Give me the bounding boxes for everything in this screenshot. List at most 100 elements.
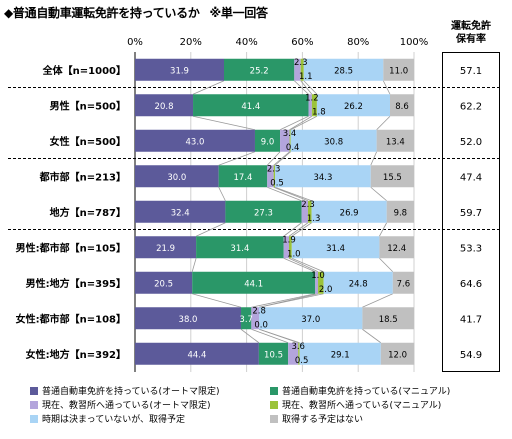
bar-segment <box>294 58 301 81</box>
legend-item: 普通自動車免許を持っている(マニュアル) <box>270 384 450 397</box>
data-label: 26.2 <box>344 102 363 112</box>
data-label: 2.3 <box>294 58 308 68</box>
legend-item: 時期は決まっていないが、取得予定 <box>30 412 185 425</box>
connector-line <box>266 151 281 166</box>
bar-segment <box>135 165 219 188</box>
bar-segment <box>135 236 197 259</box>
connector-line <box>379 257 394 273</box>
connector-line <box>218 187 226 201</box>
data-label: 0.4 <box>286 143 300 153</box>
data-label: 21.9 <box>156 244 175 254</box>
data-label: 1.9 <box>282 235 296 245</box>
title-text: ◆普通自動車運転免許を持っているか <box>4 6 200 20</box>
connector-line <box>283 222 302 237</box>
connector-line <box>273 151 290 166</box>
bar-segment <box>308 94 312 117</box>
connector-line <box>191 258 197 272</box>
rate-box <box>442 52 500 372</box>
data-label: 44.4 <box>187 350 206 360</box>
connector-line <box>303 80 318 95</box>
connector-line <box>273 186 309 202</box>
bar-segment <box>323 271 393 294</box>
bar-segment <box>315 271 319 294</box>
bar-segment <box>289 129 291 152</box>
legend-swatch <box>270 414 278 423</box>
x-tick-label: 100% <box>400 37 429 48</box>
legend-label: 取得する予定はない <box>282 415 364 425</box>
data-label: 12.4 <box>387 244 406 254</box>
bar-segment <box>254 129 281 152</box>
rate-value: 64.6 <box>460 279 482 290</box>
rate-value: 47.4 <box>460 172 482 183</box>
category-label: 全体【n=1000】 <box>42 64 126 77</box>
data-label: 25.2 <box>250 66 269 76</box>
data-label: 1.0 <box>311 271 325 281</box>
category-label: 男性:地方【n=395】 <box>26 277 126 290</box>
x-tick-label: 60% <box>291 37 313 48</box>
chart-title: ◆普通自動車運転免許を持っているか ※単一回答 <box>4 4 268 21</box>
connector-line <box>192 80 225 95</box>
bar-segment <box>258 342 289 365</box>
x-tick-label: 0% <box>127 37 143 48</box>
data-label: 1.1 <box>299 72 313 82</box>
bar-segment <box>299 342 381 365</box>
rate-value: 62.2 <box>460 101 482 112</box>
connector-line <box>362 293 393 308</box>
data-label: 2.3 <box>301 200 315 210</box>
legend-label: 現在、教習所へ通っている(オートマ限定) <box>42 401 211 411</box>
rate-value: 52.0 <box>460 137 482 148</box>
data-label: 3.4 <box>283 129 297 139</box>
data-label: 44.1 <box>244 279 263 289</box>
bar-segment <box>298 342 300 365</box>
connector-line <box>251 328 289 344</box>
data-label: 2.8 <box>252 306 266 316</box>
data-label: 37.0 <box>301 315 320 325</box>
data-label: 41.4 <box>241 102 260 112</box>
bar-segment <box>392 271 414 294</box>
bar-segment <box>224 58 295 81</box>
connector-line <box>291 222 312 237</box>
bar-segment <box>301 200 308 223</box>
bar-segment <box>135 129 255 152</box>
bar-segment <box>380 342 415 365</box>
legend-item: 普通自動車免許を持っている(オートマ限定) <box>30 384 220 397</box>
bar-segment <box>303 58 384 81</box>
data-label: 1.3 <box>307 214 321 224</box>
bar-segment <box>251 307 260 330</box>
data-label: 31.4 <box>230 244 249 254</box>
connector-line <box>376 115 391 131</box>
connector-line <box>240 328 260 344</box>
category-label: 女性:都市部【n=108】 <box>16 312 126 325</box>
data-label: 43.0 <box>186 137 205 147</box>
data-label: 20.8 <box>155 102 174 112</box>
data-label: 20.5 <box>154 279 173 289</box>
connector-line <box>290 115 318 131</box>
connector-line <box>259 293 324 308</box>
connector-line <box>192 293 242 308</box>
connector-line <box>218 151 256 166</box>
data-label: 7.6 <box>397 279 411 289</box>
bar-segment <box>241 307 252 330</box>
rate-header: 運転免許 保有率 <box>442 20 500 46</box>
connector-line <box>259 328 300 344</box>
bar-segment <box>193 94 309 117</box>
legend-swatch <box>30 386 38 395</box>
data-label: 18.5 <box>379 315 398 325</box>
data-label: 31.4 <box>326 244 345 254</box>
rate-value: 57.1 <box>460 66 482 77</box>
bar-segment <box>275 165 371 188</box>
data-label: 2.3 <box>267 164 281 174</box>
bar-segment <box>273 165 276 188</box>
connector-line <box>289 115 313 131</box>
data-label: 27.3 <box>254 208 273 218</box>
data-label: 32.4 <box>171 208 190 218</box>
data-label: 9.0 <box>261 137 275 147</box>
connector-line <box>288 222 309 237</box>
bar-segment <box>390 94 414 117</box>
bar-segment <box>311 94 317 117</box>
bar-segment <box>225 200 302 223</box>
data-label: 31.9 <box>170 66 189 76</box>
legend-label: 普通自動車免許を持っている(マニュアル) <box>282 387 451 397</box>
connector-line <box>251 293 316 308</box>
data-label: 30.8 <box>324 137 343 147</box>
